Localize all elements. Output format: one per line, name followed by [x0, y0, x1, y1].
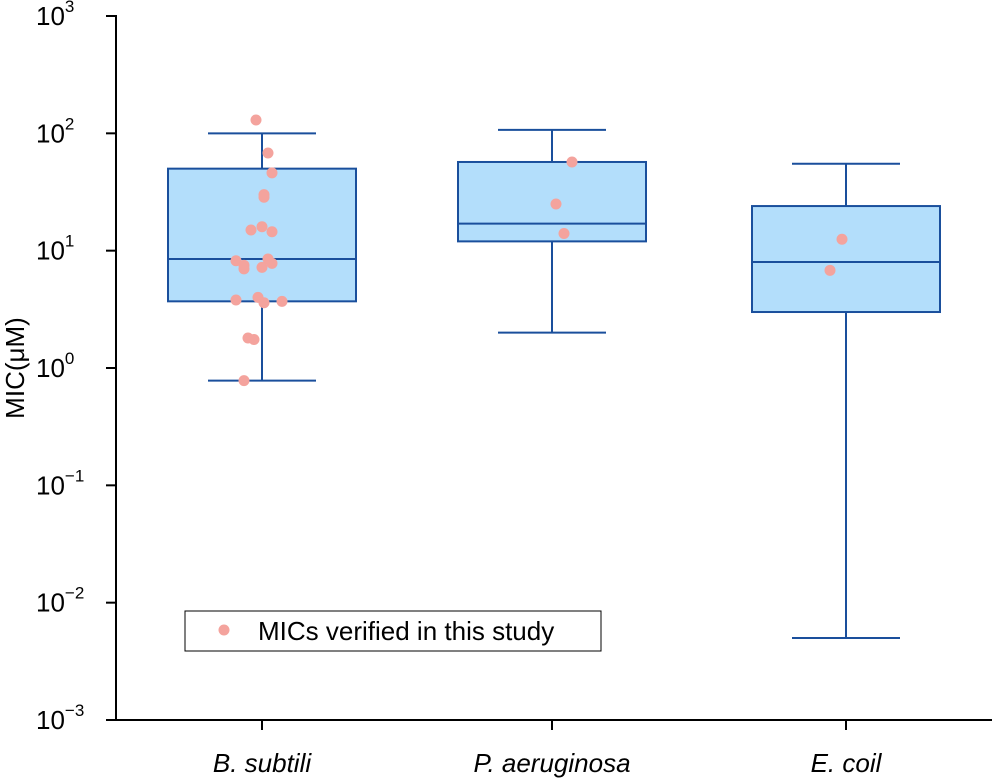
y-tick-label-0: 10−3 — [36, 701, 84, 735]
y-tick-label-5: 102 — [36, 114, 74, 148]
iqr-box-2 — [751, 205, 941, 314]
data-point — [230, 255, 242, 267]
x-tick-label-0: B. subtili — [213, 748, 312, 778]
legend-marker — [218, 624, 230, 636]
data-point — [258, 191, 270, 203]
data-point — [256, 221, 268, 233]
y-axis-title: MIC(μM) — [0, 317, 30, 419]
data-point — [245, 224, 257, 236]
data-point — [550, 198, 562, 210]
legend: MICs verified in this study — [184, 610, 602, 652]
y-tick-label-3: 100 — [36, 349, 74, 383]
y-tick-label-1: 10−2 — [36, 584, 84, 618]
data-point — [250, 114, 262, 126]
iqr-box-0 — [167, 167, 357, 303]
y-axis-ticks: 10−3 10−2 10−1 100 101 102 103 — [36, 0, 116, 735]
y-tick-label-2: 10−1 — [36, 466, 84, 500]
box-1 — [457, 128, 647, 334]
legend-label: MICs verified in this study — [258, 616, 554, 646]
data-point — [266, 167, 278, 179]
data-point — [836, 233, 848, 245]
x-tick-label-1: P. aeruginosa — [473, 748, 630, 778]
legend-frame — [184, 610, 602, 652]
data-point — [248, 333, 260, 345]
data-point — [266, 257, 278, 269]
data-point — [238, 375, 250, 387]
data-point — [230, 294, 242, 306]
x-axis-ticks: B. subtili P. aeruginosa E. coil — [213, 720, 883, 778]
data-point — [262, 147, 274, 159]
data-point — [266, 226, 278, 238]
y-tick-label-4: 101 — [36, 232, 74, 266]
x-tick-label-2: E. coil — [811, 748, 883, 778]
data-point — [276, 295, 288, 307]
data-point — [258, 297, 270, 309]
y-tick-label-6: 103 — [36, 0, 74, 31]
data-point — [256, 261, 268, 273]
box-2 — [751, 162, 941, 639]
data-point — [824, 264, 836, 276]
data-point — [558, 228, 570, 240]
data-points — [230, 114, 848, 387]
data-point — [238, 263, 250, 275]
data-point — [566, 156, 578, 168]
box-0 — [167, 132, 357, 382]
